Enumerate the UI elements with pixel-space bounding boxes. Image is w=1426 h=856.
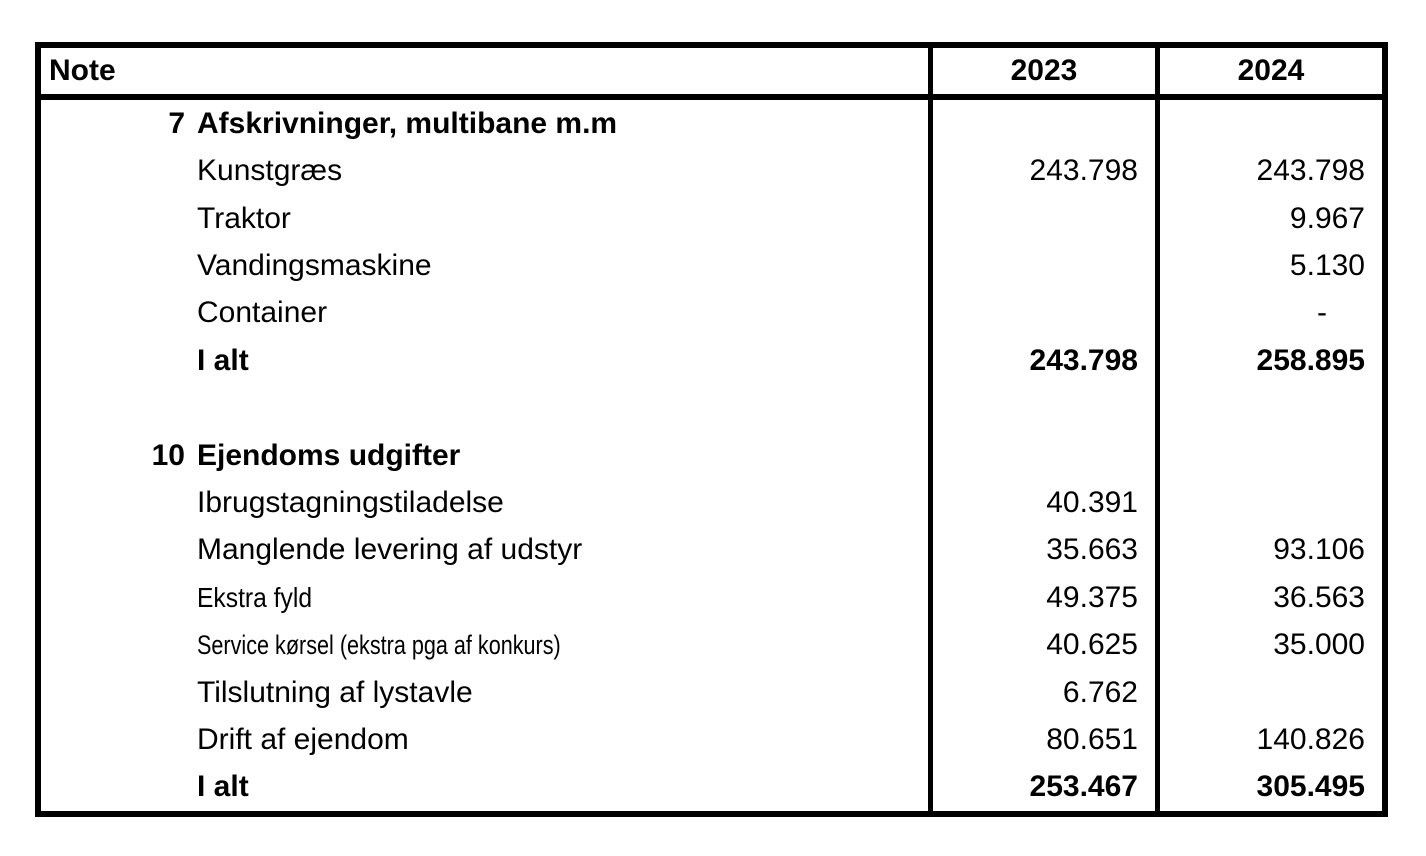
value-2023 [928, 242, 1155, 290]
row-label: I alt [197, 770, 249, 804]
table-row-ibrugstagningstiladelse: Ibrugstagningstiladelse 40.391 [41, 479, 1382, 527]
table-row-drift-af-ejendom: Drift af ejendom 80.651 140.826 [41, 716, 1382, 764]
value-2023: 243.798 [928, 147, 1155, 195]
table-body: 7 Afskrivninger, multibane m.m Kunstgræs… [41, 100, 1382, 812]
table-row-service-koersel: Service kørsel (ekstra pga af konkurs) 4… [41, 621, 1382, 669]
value-2024 [1155, 431, 1382, 480]
value-2024 [1155, 384, 1382, 432]
table-row-section7-title: 7 Afskrivninger, multibane m.m [41, 100, 1382, 148]
row-label: Afskrivninger, multibane m.m [197, 106, 618, 140]
table-header-row: Note 2023 2024 [41, 48, 1382, 100]
table-row-blank [41, 384, 1382, 432]
row-label: Ejendoms udgifter [197, 438, 461, 472]
row-label: Kunstgræs [197, 154, 343, 188]
table-row-kunstgraes: Kunstgræs 243.798 243.798 [41, 147, 1382, 195]
value-2024: 35.000 [1155, 621, 1382, 669]
value-2023: 40.625 [928, 621, 1155, 669]
value-2023: 80.651 [928, 716, 1155, 764]
value-2023: 253.467 [928, 763, 1155, 812]
row-label: Ekstra fyld [197, 581, 313, 613]
row-label: I alt [197, 343, 249, 377]
value-2024: 5.130 [1155, 242, 1382, 290]
row-label: Service kørsel (ekstra pga af konkurs) [197, 629, 561, 660]
row-label: Tilslutning af lystavle [197, 675, 473, 709]
value-2024: - [1155, 289, 1382, 338]
table-row-traktor: Traktor 9.967 [41, 194, 1382, 243]
value-2024: 140.826 [1155, 716, 1382, 764]
value-2024: 258.895 [1155, 337, 1382, 385]
value-2024 [1155, 668, 1382, 717]
table-row-container: Container - [41, 289, 1382, 338]
table-row-section10-title: 10 Ejendoms udgifter [41, 431, 1382, 480]
note-number: 7 [168, 106, 185, 140]
value-2024 [1155, 100, 1382, 148]
value-2023: 35.663 [928, 526, 1155, 575]
table-row-section7-total: I alt 243.798 258.895 [41, 337, 1382, 385]
value-2023: 6.762 [928, 668, 1155, 717]
value-2023 [928, 100, 1155, 148]
notes-table: Note 2023 2024 7 Afskrivninger, multiban… [35, 42, 1388, 817]
note-number: 10 [151, 438, 185, 472]
value-2023 [928, 431, 1155, 480]
header-note: Note [49, 54, 116, 87]
table-row-ekstra-fyld: Ekstra fyld 49.375 36.563 [41, 574, 1382, 622]
table-row-tilslutning-lystavle: Tilslutning af lystavle 6.762 [41, 668, 1382, 717]
value-2023 [928, 384, 1155, 432]
value-2023: 40.391 [928, 479, 1155, 527]
table-row-manglende-levering: Manglende levering af udstyr 35.663 93.1… [41, 526, 1382, 575]
value-2024: 305.495 [1155, 763, 1382, 812]
value-2023 [928, 194, 1155, 243]
row-label: Drift af ejendom [197, 722, 409, 756]
value-2024: 93.106 [1155, 526, 1382, 575]
row-label: Traktor [197, 201, 291, 235]
row-label: Container [197, 296, 328, 330]
row-label: Ibrugstagningstiladelse [197, 485, 504, 519]
row-label: Vandingsmaskine [197, 248, 432, 282]
table-row-vandingsmaskine: Vandingsmaskine 5.130 [41, 242, 1382, 290]
value-2023 [928, 289, 1155, 338]
header-2024: 2024 [1155, 48, 1382, 94]
row-label: Manglende levering af udstyr [197, 533, 583, 567]
value-2023: 49.375 [928, 574, 1155, 622]
value-2024: 9.967 [1155, 194, 1382, 243]
value-2024: 36.563 [1155, 574, 1382, 622]
table-row-section10-total: I alt 253.467 305.495 [41, 763, 1382, 812]
value-2024 [1155, 479, 1382, 527]
value-2023: 243.798 [928, 337, 1155, 385]
header-2023: 2023 [928, 48, 1155, 94]
value-2024: 243.798 [1155, 147, 1382, 195]
